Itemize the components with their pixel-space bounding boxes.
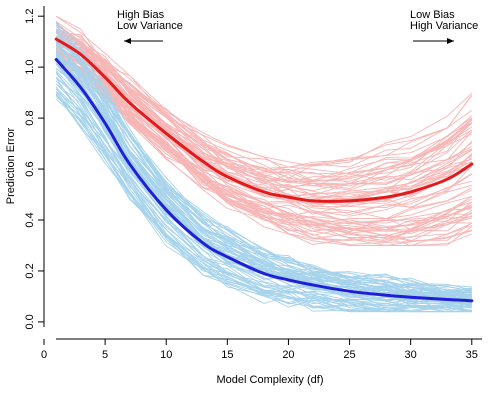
train-realization-curve-65 (55, 76, 472, 307)
train-realization-curve-39 (55, 22, 472, 297)
test-realization-curve-53 (55, 23, 473, 175)
test-realization-curve-33 (55, 29, 473, 182)
test-realization-curve-34 (55, 22, 473, 179)
x-axis-title: Model Complexity (df) (217, 374, 324, 386)
test-realization-curve-62 (56, 46, 472, 204)
y-tick-label-5: 1.0 (24, 59, 36, 74)
test-realization-curve-55 (56, 32, 473, 187)
test-realization-curve-43 (56, 28, 473, 184)
test-realization-curve-28 (55, 53, 473, 224)
train-realization-curve-53 (55, 24, 472, 294)
test-realization-curve-64 (55, 28, 472, 196)
x-tick-label-1: 5 (102, 349, 108, 361)
y-tick-label-0: 0.0 (24, 314, 36, 329)
test-realization-curve-65 (55, 59, 472, 242)
train-realization-curve-52 (55, 87, 472, 311)
annotation-low-bias: Low Bias High Variance (410, 9, 478, 44)
x-tick-label-7: 35 (466, 349, 478, 361)
test-realization-curve-26 (56, 44, 473, 202)
test-mean-curve (54, 37, 474, 203)
train-realization-curve-56 (55, 83, 472, 307)
annotation-low-bias-line1: Low Bias (410, 9, 455, 21)
mean-curves (54, 37, 474, 303)
train-realization-curve-68 (55, 37, 472, 297)
x-tick-label-5: 25 (343, 349, 355, 361)
y-tick-label-2: 0.4 (24, 212, 36, 227)
annotation-low-bias-line2: High Variance (410, 20, 478, 32)
train-realization-curve-7 (55, 40, 472, 293)
left-arrowhead-icon (124, 38, 131, 44)
x-tick-label-6: 30 (405, 349, 417, 361)
realization-curves (55, 15, 473, 313)
train-realization-curve-59 (55, 80, 472, 307)
test-realization-curve-67 (56, 42, 472, 213)
y-tick-label-3: 0.6 (24, 161, 36, 176)
test-realization-curve-68 (56, 56, 472, 235)
test-realization-curve-63 (55, 28, 473, 185)
x-tick-label-2: 10 (160, 349, 172, 361)
train-realization-curve-57 (55, 62, 472, 304)
train-realization-curve-58 (55, 40, 472, 294)
test-realization-curve-20 (55, 16, 473, 168)
train-realization-curve-0 (55, 29, 472, 294)
right-arrowhead-icon (447, 38, 454, 44)
y-tick-label-4: 0.8 (24, 110, 36, 125)
y-axis-title: Prediction Error (5, 127, 17, 204)
test-realization-curve-61 (56, 56, 472, 245)
x-tick-label-3: 15 (221, 349, 233, 361)
test-realization-curve-66 (55, 28, 473, 201)
test-realization-curve-36 (56, 51, 473, 220)
annotation-high-bias-line2: Low Variance (117, 20, 183, 32)
train-realization-curve-67 (55, 57, 472, 305)
annotation-high-bias-line1: High Bias (117, 9, 165, 21)
test-realization-curve-48 (55, 32, 472, 204)
train-realization-curve-62 (55, 95, 472, 313)
x-tick-label-0: 0 (41, 349, 47, 361)
annotation-high-bias: High Bias Low Variance (117, 9, 183, 44)
x-axis-ticks: 0 5 10 15 20 25 30 35 (41, 339, 478, 361)
y-axis-ticks: 0.0 0.2 0.4 0.6 0.8 1.0 1.2 (24, 9, 44, 330)
x-tick-label-4: 20 (282, 349, 294, 361)
y-tick-label-1: 0.2 (24, 263, 36, 278)
y-tick-label-6: 1.2 (24, 9, 36, 24)
train-mean-curve (54, 58, 474, 303)
